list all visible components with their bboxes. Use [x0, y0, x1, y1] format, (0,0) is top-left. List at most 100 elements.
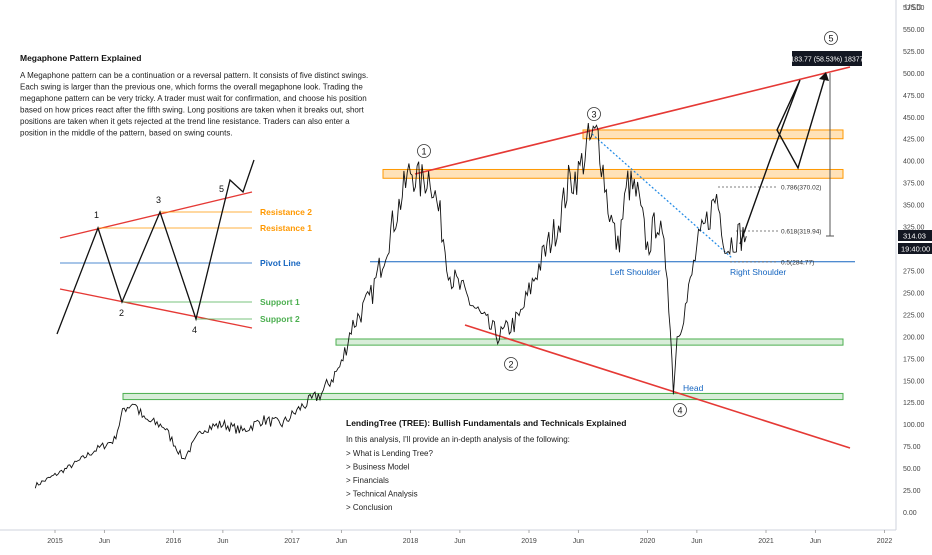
explainer-line: based on how prices react after the fift…	[20, 106, 365, 115]
x-tick-label: Jun	[454, 538, 465, 545]
y-tick-label: 475.00	[903, 93, 925, 100]
info-box-bg	[342, 414, 632, 514]
explainer-line: Each swing is larger than the previous o…	[20, 83, 363, 92]
y-tick-label: 400.00	[903, 159, 925, 166]
x-tick-label: 2018	[403, 538, 419, 545]
y-tick-label: 550.00	[903, 27, 925, 34]
price-axis[interactable]: 0.00 25.00 50.00 75.00 100.00 125.00 150.00 175…	[903, 5, 925, 517]
y-tick-label: 175.00	[903, 356, 925, 363]
x-tick-label: Jun	[573, 538, 584, 545]
countdown-badge	[898, 243, 932, 254]
svg-text:1: 1	[421, 147, 426, 157]
y-tick-label: 75.00	[903, 444, 921, 451]
fibonacci-levels: 0.786(370.02) 0.618(319.94) 0.5(284.77)	[718, 185, 821, 266]
y-tick-label: 275.00	[903, 268, 925, 275]
support-resistance-zones	[122, 129, 844, 401]
currency-label: USD	[905, 3, 922, 12]
y-tick-label: 525.00	[903, 49, 925, 56]
diagram-resistance2-label: Resistance 2	[260, 207, 312, 217]
neckline-dotted	[591, 133, 733, 259]
y-tick-label: 225.00	[903, 312, 925, 319]
time-axis[interactable]: 2015 Jun 2016 Jun 2017 Jun 2018 Jun 2019 Jun 2020 J…	[47, 530, 892, 545]
y-tick-label: 200.00	[903, 334, 925, 341]
diagram-support2-label: Support 2	[260, 314, 300, 324]
info-box-item: > Business Model	[346, 463, 410, 472]
diagram-zigzag	[56, 159, 255, 335]
fib-label: 0.786(370.02)	[781, 185, 821, 192]
green-zone	[122, 392, 844, 401]
megaphone-diagram: 1 2 3 4 5 Resistance 2 Resistance 1 Pivo…	[56, 159, 312, 335]
info-box-item: > Conclusion	[346, 503, 392, 512]
projection-arrowhead	[819, 72, 829, 81]
info-box-intro: In this analysis, I'll provide an in-dep…	[346, 435, 570, 444]
lower-trendline	[464, 324, 851, 449]
swing-label-2: 2	[504, 357, 518, 371]
svg-text:5: 5	[828, 34, 833, 44]
x-tick-label: 2020	[640, 538, 656, 545]
y-tick-label: 425.00	[903, 137, 925, 144]
swing-label-5: 5	[824, 31, 838, 45]
diagram-number-3: 3	[156, 195, 161, 205]
x-tick-label: 2015	[47, 538, 63, 545]
explainer-body: A Megaphone pattern can be a continuatio…	[20, 71, 368, 138]
diagram-pivot-label: Pivot Line	[260, 258, 301, 268]
svg-text:4: 4	[677, 406, 682, 416]
y-tick-label: 575.00	[903, 5, 925, 12]
y-tick-label: 50.00	[903, 466, 921, 473]
diagram-number-2: 2	[119, 308, 124, 318]
y-tick-label: 25.00	[903, 488, 921, 495]
left-shoulder-label: Left Shoulder	[610, 267, 661, 277]
diagram-number-5: 5	[219, 184, 224, 194]
info-box-item: > Financials	[346, 476, 389, 485]
diagram-number-4: 4	[192, 325, 197, 335]
explainer-line: A Megaphone pattern can be a continuatio…	[20, 71, 368, 80]
explainer-title: Megaphone Pattern Explained	[20, 53, 141, 63]
swing-label-4: 4	[673, 403, 687, 417]
x-tick-label: Jun	[691, 538, 702, 545]
svg-text:3: 3	[591, 110, 596, 120]
diagram-upper-line	[59, 191, 253, 239]
x-tick-label: 2017	[284, 538, 300, 545]
orange-zone	[582, 129, 844, 140]
swing-label-1: 1	[417, 144, 431, 158]
info-box-item: > What is Lending Tree?	[346, 449, 433, 458]
y-tick-label: 450.00	[903, 115, 925, 122]
orange-zone	[382, 168, 844, 179]
y-tick-label: 100.00	[903, 422, 925, 429]
y-tick-label: 375.00	[903, 181, 925, 188]
green-zone	[335, 338, 844, 346]
info-box-item: > Technical Analysis	[346, 490, 418, 499]
measure-badge-text: 183.77 (58.53%) 18377	[790, 57, 863, 64]
countdown-text: 19:40:00	[901, 245, 930, 254]
svg-text:2: 2	[508, 360, 513, 370]
explainer-line: position in the middle of the pattern, b…	[20, 129, 233, 138]
last-price-badge	[898, 230, 932, 241]
right-shoulder-label: Right Shoulder	[730, 267, 786, 277]
diagram-support1-label: Support 1	[260, 297, 300, 307]
diagram-resistance1-label: Resistance 1	[260, 223, 312, 233]
x-tick-label: 2021	[758, 538, 774, 545]
y-tick-label: 250.00	[903, 290, 925, 297]
x-tick-label: Jun	[217, 538, 228, 545]
x-tick-label: Jun	[336, 538, 347, 545]
x-tick-label: Jun	[99, 538, 110, 545]
x-tick-label: 2022	[877, 538, 893, 545]
x-tick-label: Jun	[810, 538, 821, 545]
y-tick-label: 350.00	[903, 203, 925, 210]
last-price-text: 314.03	[903, 232, 926, 241]
fib-label: 0.5(284.77)	[781, 259, 814, 266]
y-tick-label: 325.00	[903, 225, 925, 232]
diagram-lower-line	[59, 288, 253, 329]
y-tick-label: 125.00	[903, 400, 925, 407]
y-tick-label: 500.00	[903, 71, 925, 78]
swing-label-3: 3	[587, 107, 601, 121]
price-line	[34, 122, 747, 489]
projection-path	[739, 73, 827, 245]
measure-badge	[792, 51, 862, 66]
upper-trendline	[414, 66, 851, 175]
x-tick-label: 2016	[166, 538, 182, 545]
fib-label: 0.618(319.94)	[781, 229, 821, 236]
explainer-line: positions are taken when it gets rejecte…	[20, 117, 350, 126]
